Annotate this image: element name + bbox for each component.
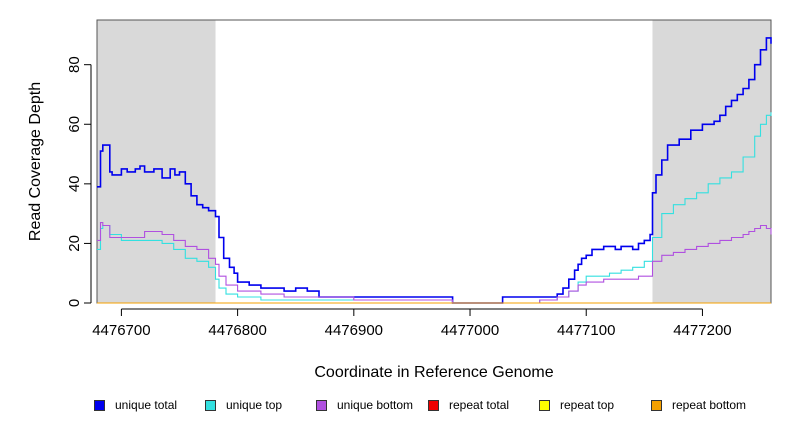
x-axis: 4476700 4476800 4476900 4477000 4477100 44772…	[92, 308, 732, 339]
legend-swatch	[428, 399, 439, 411]
legend-item-unique-bottom: unique bottom	[316, 398, 413, 412]
legend-label: repeat total	[449, 398, 510, 412]
legend-item-repeat-bottom: repeat bottom	[651, 398, 746, 412]
x-tick-label: 4476700	[92, 322, 150, 339]
legend-label: repeat bottom	[672, 398, 747, 412]
legend-label: unique total	[115, 398, 178, 412]
shaded-regions	[97, 20, 771, 303]
y-axis-title: Read Coverage Depth	[27, 82, 44, 241]
legend: unique total unique top unique bottom repea…	[0, 398, 792, 422]
series-lines	[97, 37, 772, 304]
legend-label: repeat top	[560, 398, 615, 412]
legend-swatch	[651, 399, 662, 411]
x-tick-label: 4476800	[208, 322, 266, 339]
legend-item-unique-top: unique top	[205, 398, 282, 412]
legend-swatch	[316, 399, 327, 411]
legend-label: unique bottom	[337, 398, 414, 412]
legend-item-unique-total: unique total	[94, 398, 177, 412]
y-tick-label: 40	[66, 175, 83, 192]
y-tick-label: 60	[66, 116, 83, 133]
shaded-region-0	[97, 20, 216, 303]
y-tick-label: 0	[66, 299, 83, 307]
x-tick-label: 4476900	[325, 322, 383, 339]
x-tick-label: 4477000	[441, 322, 499, 339]
x-tick-label: 4477200	[673, 322, 731, 339]
series-line-unique-bottom	[97, 222, 772, 304]
y-tick-label: 20	[66, 235, 83, 252]
legend-item-repeat-total: repeat total	[428, 398, 509, 412]
legend-label: unique top	[226, 398, 283, 412]
y-tick-label: 80	[66, 56, 83, 73]
legend-swatch	[94, 399, 105, 411]
legend-swatch	[539, 399, 550, 411]
legend-swatch	[205, 399, 216, 411]
y-axis: 0 20 40 60 80	[66, 56, 92, 307]
shaded-region-1	[652, 20, 771, 303]
x-tick-label: 4477100	[557, 322, 615, 339]
legend-item-repeat-top: repeat top	[539, 398, 614, 412]
x-axis-title: Coordinate in Reference Genome	[314, 364, 553, 381]
